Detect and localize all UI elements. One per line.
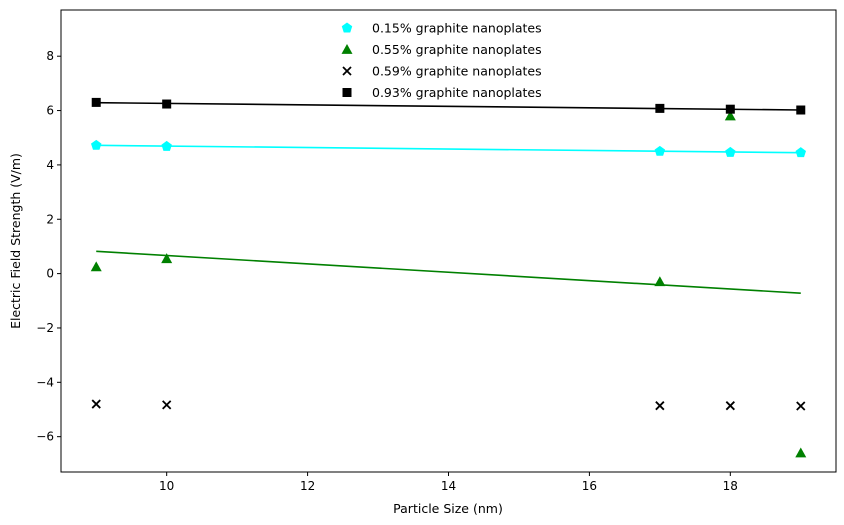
legend-label: 0.55% graphite nanoplates [372, 42, 542, 57]
series-1 [91, 139, 806, 158]
data-point-stroke [725, 401, 735, 411]
legend-item: 0.55% graphite nanoplates [341, 42, 542, 57]
y-tick-label: 8 [46, 49, 54, 63]
data-point-stroke [796, 401, 806, 411]
x-tick-label: 10 [159, 479, 174, 493]
y-tick-label: −6 [36, 430, 54, 444]
data-point [91, 399, 101, 409]
series-3 [91, 399, 806, 411]
data-point [725, 146, 736, 157]
data-point [161, 140, 172, 151]
legend-marker [341, 22, 353, 33]
data-point [655, 401, 665, 411]
data-point [795, 147, 806, 158]
legend-item: 0.93% graphite nanoplates [342, 85, 542, 100]
data-point [655, 103, 665, 113]
plot-frame [60, 9, 837, 473]
legend-label: 0.59% graphite nanoplates [372, 64, 542, 79]
data-point [91, 139, 102, 150]
data-point [725, 104, 735, 114]
series-4 [91, 97, 806, 115]
legend-label: 0.93% graphite nanoplates [372, 85, 542, 100]
legend-marker-stroke [342, 66, 352, 76]
data-point [162, 99, 172, 109]
data-point [161, 253, 173, 264]
trend-line [96, 101, 801, 111]
y-tick-label: −4 [36, 375, 54, 389]
legend-label: 0.15% graphite nanoplates [372, 21, 542, 36]
trend-line [96, 144, 801, 154]
data-point [162, 400, 172, 410]
legend-marker [341, 44, 353, 54]
data-point [91, 97, 101, 107]
y-tick-label: 0 [46, 267, 54, 281]
legend-marker [342, 88, 352, 97]
legend-marker [342, 66, 352, 76]
plot-content [90, 97, 807, 458]
data-point [796, 105, 806, 115]
y-tick-label: 2 [46, 212, 54, 226]
data-point [796, 401, 806, 411]
x-tick-label: 12 [300, 479, 315, 493]
data-point [725, 401, 735, 411]
legend: 0.15% graphite nanoplates 0.55% graphite … [341, 21, 542, 100]
y-axis-label: Electric Field Strength (V/m) [8, 153, 23, 329]
y-tick-label: 4 [46, 158, 54, 172]
data-point [654, 276, 666, 287]
data-point-stroke [162, 400, 172, 410]
x-tick-label: 14 [441, 479, 456, 493]
data-point [654, 145, 666, 156]
x-tick-label: 16 [582, 479, 597, 493]
data-point-stroke [655, 401, 665, 411]
trend-line [96, 250, 801, 294]
x-axis-label: Particle Size (nm) [393, 501, 503, 516]
legend-item: 0.15% graphite nanoplates [341, 21, 542, 36]
x-tick-label: 18 [723, 479, 738, 493]
y-tick-label: 6 [46, 104, 54, 118]
data-point [90, 261, 102, 272]
series-2 [90, 110, 807, 458]
data-point [724, 110, 736, 121]
y-tick-label: −2 [36, 321, 54, 335]
data-point-stroke [91, 399, 101, 409]
legend-item: 0.59% graphite nanoplates [342, 64, 542, 79]
y-axis: −6 −4 −2 0 2 4 6 8 [36, 49, 61, 444]
data-point [795, 447, 807, 458]
x-axis: 10 12 14 16 18 [159, 472, 738, 493]
